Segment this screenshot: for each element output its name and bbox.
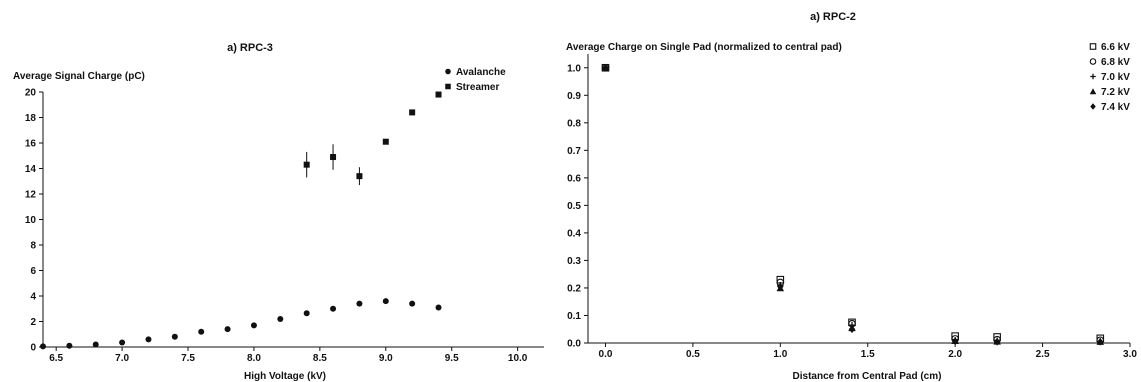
y-tick-label: 18 [25,113,37,124]
data-point [277,315,284,322]
series-0 [601,63,1105,343]
legend-label: Avalanche [456,67,506,78]
series-3 [601,64,1105,345]
legend: 6.6 kV 6.8 kV 7.0 kV 7.2 kV 7.4 kV [1089,42,1130,113]
y-tick-label: 2 [30,317,36,328]
y-tick-label: 4 [30,292,36,303]
data-point [145,336,152,343]
data-point [171,333,178,340]
chart-rpc3: a) RPC-3 Average Signal Charge (pC) High… [13,42,544,382]
legend-marker [445,83,451,90]
legend-marker [1090,73,1096,80]
data-point [330,305,337,312]
x-tick-label: 8.5 [313,353,327,364]
y-tick-label: 0.8 [567,118,581,129]
data-point [409,300,416,307]
data-point [848,325,856,333]
x-tick-label: 7.0 [115,353,129,364]
legend-marker [1089,43,1097,50]
legend-marker [445,68,451,75]
y-tick-label: 0.0 [567,339,581,350]
data-point [303,161,310,168]
y-tick-label: 0.5 [567,201,581,212]
data-point [382,298,389,305]
legend-label: 6.8 kV [1101,57,1130,68]
y-tick-label: 16 [25,139,37,150]
data-point [1097,338,1104,346]
series-0 [40,298,442,350]
x-axis-label: Distance from Central Pad (cm) [793,371,942,382]
legend: Avalanche Streamer [445,67,506,93]
data-point [993,338,1001,346]
y-tick-label: 6 [30,266,36,277]
x-tick-label: 3.0 [1123,349,1137,360]
x-tick-label: 2.5 [1036,349,1050,360]
legend-label: Streamer [456,82,499,93]
y-tick-label: 0.6 [567,173,581,184]
data-point [330,154,337,161]
y-tick-label: 0.1 [567,311,581,322]
y-tick-label: 0.7 [567,146,581,157]
y-tick-label: 8 [30,241,36,252]
data-point [198,328,205,335]
data-point [66,342,73,349]
legend-label: 6.6 kV [1101,42,1130,53]
y-tick-label: 0.9 [567,91,581,102]
x-tick-label: 0.5 [686,349,700,360]
data-point [356,300,363,307]
legend-label: 7.2 kV [1101,87,1130,98]
data-point [951,337,959,346]
y-tick-label: 12 [25,190,37,201]
y-tick-label: 0.4 [567,228,581,239]
x-tick-label: 9.0 [379,353,393,364]
series-1 [303,91,442,186]
data-point [435,304,442,311]
x-tick-label: 8.0 [247,353,261,364]
legend-label: 7.0 kV [1101,72,1130,83]
legend-marker [1089,88,1097,95]
y-tick-label: 0 [30,343,36,354]
x-tick-label: 1.0 [773,349,787,360]
x-tick-label: 0.0 [599,349,613,360]
x-tick-label: 6.5 [49,353,63,364]
x-axis-label: High Voltage (kV) [244,371,326,382]
data-point [382,138,389,145]
data-point [92,341,99,348]
plot-area: 6.5 7.0 7.5 8.0 8.5 9.0 9.5 10.0 0 2 4 6 8 10 12 14 16 18… [25,67,544,364]
x-tick-label: 7.5 [181,353,195,364]
data-point [303,310,310,317]
data-point [777,282,784,291]
series-4 [602,64,1104,346]
x-tick-label: 1.5 [861,349,875,360]
series-1 [601,63,1105,345]
y-tick-label: 14 [25,164,37,175]
data-point [40,343,46,350]
x-tick-label: 9.5 [445,353,459,364]
series-2 [602,64,1104,345]
data-point [435,91,442,98]
chart-title: a) RPC-3 [227,42,273,54]
data-point [602,64,609,72]
x-tick-label: 2.0 [948,349,962,360]
y-tick-label: 10 [25,215,37,226]
legend-marker [1089,58,1097,65]
y-tick-label: 1.0 [567,63,581,74]
legend-label: 7.4 kV [1101,102,1130,113]
y-tick-label: 20 [25,88,37,99]
y-tick-label: 0.2 [567,283,581,294]
data-point [409,109,416,116]
data-point [119,339,126,346]
chart-rpc2: a) RPC-2 Average Charge on Single Pad (n… [566,11,1137,382]
data-point [224,326,231,333]
chart-title: a) RPC-2 [810,11,856,23]
x-tick-label: 10.0 [508,353,528,364]
plot-area: 0.0 0.5 1.0 1.5 2.0 2.5 3.0 0.0 0.1 0.2 0.3 0.4 0.5 0… [567,42,1137,360]
legend-marker [1090,103,1096,110]
data-point [356,173,363,180]
y-axis-label: Average Charge on Single Pad (normalized… [566,42,842,53]
data-point [250,322,257,329]
y-tick-label: 0.3 [567,256,581,267]
y-axis-label: Average Signal Charge (pC) [13,71,145,82]
